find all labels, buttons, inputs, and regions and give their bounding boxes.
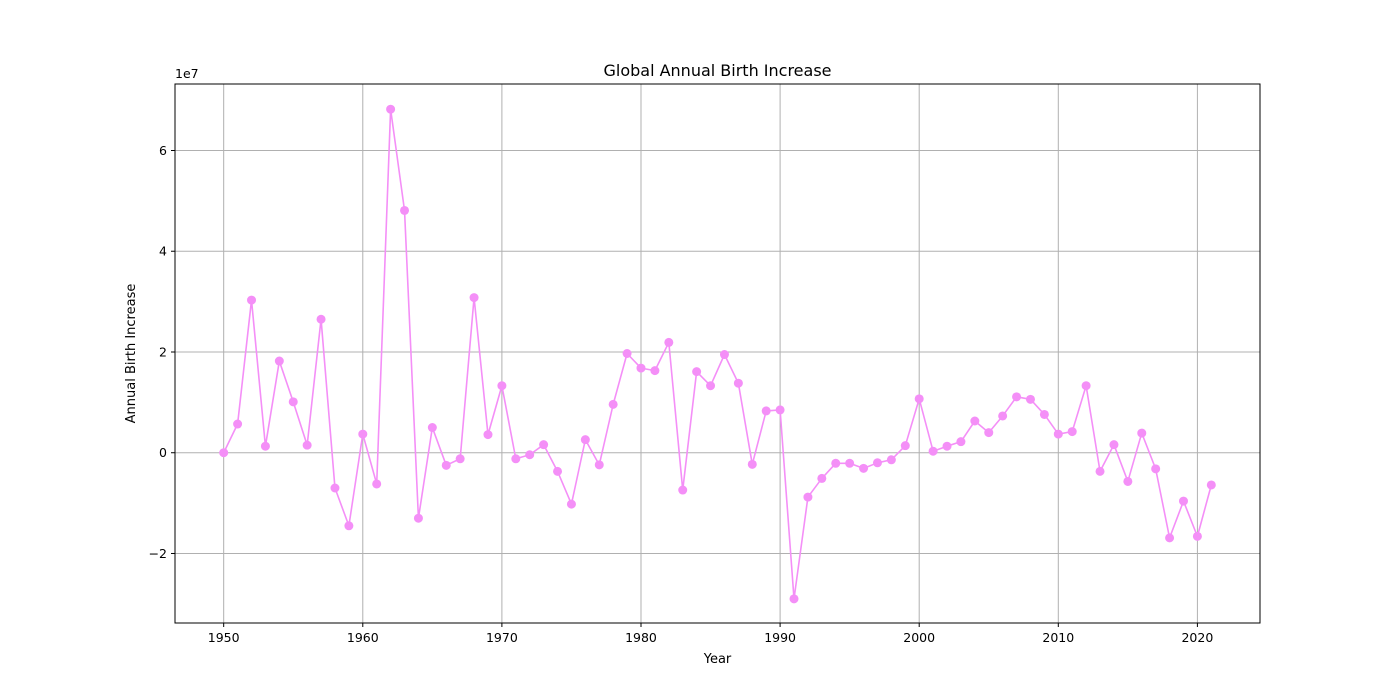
y-axis-label: Annual Birth Increase xyxy=(124,284,139,424)
y-axis-scale-factor: 1e7 xyxy=(175,66,199,81)
data-point xyxy=(872,458,882,468)
data-point xyxy=(469,293,479,303)
data-point xyxy=(914,394,924,404)
data-point xyxy=(928,446,938,456)
chart-title: Global Annual Birth Increase xyxy=(603,61,831,80)
data-point xyxy=(1151,464,1161,474)
data-point xyxy=(316,314,326,324)
data-point xyxy=(1137,428,1147,438)
data-point xyxy=(260,441,270,451)
data-point xyxy=(330,483,340,493)
x-tick-label: 1980 xyxy=(625,630,657,645)
data-point xyxy=(441,460,451,470)
data-point xyxy=(594,460,604,470)
plot-area-frame xyxy=(174,83,1261,624)
grid-lines xyxy=(175,84,1260,623)
data-point xyxy=(998,411,1008,421)
data-point xyxy=(497,381,507,391)
y-tick-label: 2 xyxy=(159,344,167,359)
data-point xyxy=(789,594,799,604)
data-point xyxy=(747,459,757,469)
x-tick-label: 1990 xyxy=(764,630,796,645)
data-point xyxy=(247,295,257,305)
x-tick-label: 2010 xyxy=(1042,630,1074,645)
x-tick-label: 1950 xyxy=(208,630,240,645)
data-point xyxy=(386,104,396,114)
x-tick-label: 1960 xyxy=(347,630,379,645)
y-tick-label: 6 xyxy=(159,143,167,158)
x-tick-label: 2000 xyxy=(903,630,935,645)
data-point xyxy=(1165,533,1175,543)
data-point xyxy=(1192,531,1202,541)
data-point xyxy=(775,405,785,415)
data-point xyxy=(1095,466,1105,476)
data-point xyxy=(622,349,632,358)
data-point xyxy=(831,458,841,468)
series-line xyxy=(222,108,1213,600)
data-point xyxy=(288,397,298,407)
y-tick-label: 0 xyxy=(159,445,167,460)
y-tick-label: −2 xyxy=(149,546,167,561)
data-point xyxy=(511,454,521,464)
data-point xyxy=(539,440,549,450)
data-point xyxy=(817,473,827,483)
data-point xyxy=(692,367,702,377)
data-point xyxy=(706,381,716,391)
data-point xyxy=(1053,429,1063,439)
data-point xyxy=(719,350,729,360)
data-point xyxy=(608,399,618,409)
data-point xyxy=(733,378,743,388)
data-point xyxy=(580,435,590,445)
data-point xyxy=(761,406,771,416)
y-tick-label: 4 xyxy=(159,244,167,259)
data-point xyxy=(344,521,354,531)
x-tick-label: 1970 xyxy=(486,630,518,645)
data-point xyxy=(566,499,576,509)
data-point xyxy=(483,430,493,440)
data-point xyxy=(1081,381,1091,391)
data-point xyxy=(372,479,382,489)
data-point xyxy=(400,205,410,215)
data-point xyxy=(455,454,465,464)
data-point xyxy=(1206,480,1216,490)
data-point xyxy=(636,363,646,373)
data-point xyxy=(1012,392,1022,402)
data-point xyxy=(886,455,896,465)
data-point xyxy=(942,441,952,451)
data-point xyxy=(233,419,243,429)
data-point xyxy=(678,485,688,495)
data-point xyxy=(1025,394,1035,404)
data-point xyxy=(302,440,312,450)
data-series xyxy=(219,104,1216,604)
data-point xyxy=(1123,476,1133,486)
data-point xyxy=(956,437,966,447)
data-point xyxy=(1039,409,1049,419)
data-point xyxy=(1109,440,1119,450)
data-point xyxy=(274,356,284,366)
data-point xyxy=(413,513,423,523)
data-point xyxy=(427,423,437,433)
axes: 1950 1960 1970 1980 1990 2000 2010 2020 −2 0 2 4 6 xyxy=(149,143,1214,645)
data-point xyxy=(358,429,368,439)
data-point xyxy=(553,466,563,476)
data-point xyxy=(650,366,660,376)
x-axis-label: Year xyxy=(703,652,732,667)
data-point xyxy=(859,463,869,473)
x-tick-label: 2020 xyxy=(1181,630,1213,645)
data-point xyxy=(803,492,813,502)
data-point xyxy=(900,441,910,451)
data-point xyxy=(664,337,674,347)
data-point xyxy=(219,448,229,458)
data-point xyxy=(984,428,994,438)
data-point xyxy=(525,450,535,460)
data-point xyxy=(845,458,855,468)
data-point xyxy=(1178,496,1188,506)
data-point xyxy=(1067,427,1077,437)
data-point xyxy=(970,416,980,426)
